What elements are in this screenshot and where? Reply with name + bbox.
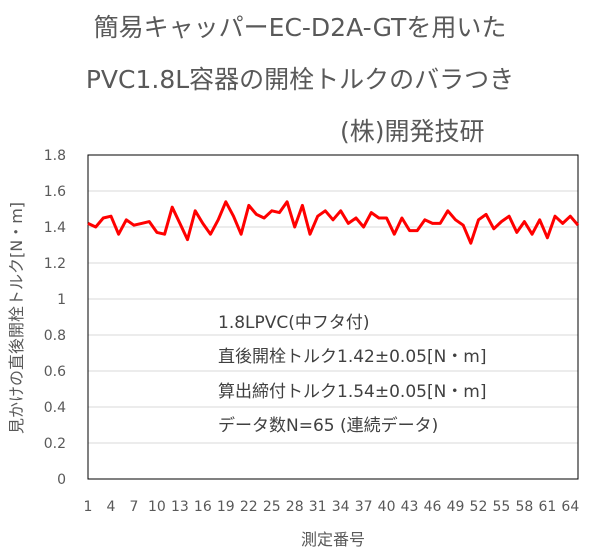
annotation-count: データ数N=65 (連続データ): [218, 416, 439, 436]
x-tick-label: 64: [561, 499, 579, 515]
gridlines: [87, 154, 579, 480]
x-tick-label: 7: [129, 499, 138, 515]
chart-title-line-1: 簡易キャッパーEC-D2A-GTを用いた: [93, 13, 507, 42]
y-tick-label: 1.2: [44, 256, 66, 272]
y-tick-label: 0: [57, 472, 66, 488]
x-tick-label: 61: [538, 499, 556, 515]
chart-title-line-3: (株)開発技研: [340, 117, 485, 146]
x-tick-label: 43: [401, 499, 419, 515]
x-tick-label: 4: [107, 499, 116, 515]
y-tick-labels: 0 0.2 0.4 0.6 0.8 1 1.2 1.4 1.6 1.8: [44, 148, 66, 488]
x-tick-label: 10: [148, 499, 166, 515]
series-layer: [87, 200, 580, 245]
annotation-sample: 1.8LPVC(中フタ付): [218, 313, 370, 333]
x-tick-label: 37: [355, 499, 373, 515]
y-tick-label: 1: [57, 292, 66, 308]
y-axis-label: 見かけの直後開栓トルク[N・m]: [7, 202, 26, 434]
x-tick-label: 16: [194, 499, 212, 515]
y-tick-label: 0.6: [44, 364, 66, 380]
x-tick-label: 46: [424, 499, 442, 515]
x-tick-labels: 1 4 7 10 13 16 19 22 25 28 31 34 37 40 43 46 49 52 55 58 61 6…: [84, 499, 580, 515]
x-tick-label: 13: [171, 499, 189, 515]
x-axis-label: 測定番号: [301, 530, 365, 549]
x-tick-label: 19: [217, 499, 235, 515]
x-tick-label: 52: [470, 499, 488, 515]
series-line: [87, 200, 580, 245]
y-tick-label: 0.8: [44, 328, 66, 344]
x-tick-label: 1: [84, 499, 93, 515]
y-tick-label: 0.4: [44, 400, 66, 416]
annotation-opening-torque: 直後開栓トルク1.42±0.05[N・m]: [218, 347, 487, 367]
x-tick-label: 58: [515, 499, 533, 515]
annotation-tightening-torque: 算出締付トルク1.54±0.05[N・m]: [218, 382, 487, 402]
y-tick-label: 1.8: [44, 148, 66, 164]
y-tick-label: 1.4: [44, 220, 66, 236]
x-tick-label: 49: [447, 499, 465, 515]
x-tick-label: 40: [378, 499, 396, 515]
x-tick-label: 34: [332, 499, 350, 515]
chart-title-line-2: PVC1.8L容器の開栓トルクのバラつき: [85, 65, 515, 94]
x-tick-label: 25: [263, 499, 281, 515]
x-tick-label: 31: [309, 499, 327, 515]
x-tick-label: 55: [493, 499, 511, 515]
plot-area-border: [87, 154, 579, 480]
x-tick-label: 22: [240, 499, 258, 515]
y-tick-label: 1.6: [44, 184, 66, 200]
y-tick-label: 0.2: [44, 436, 66, 452]
x-tick-label: 28: [286, 499, 304, 515]
